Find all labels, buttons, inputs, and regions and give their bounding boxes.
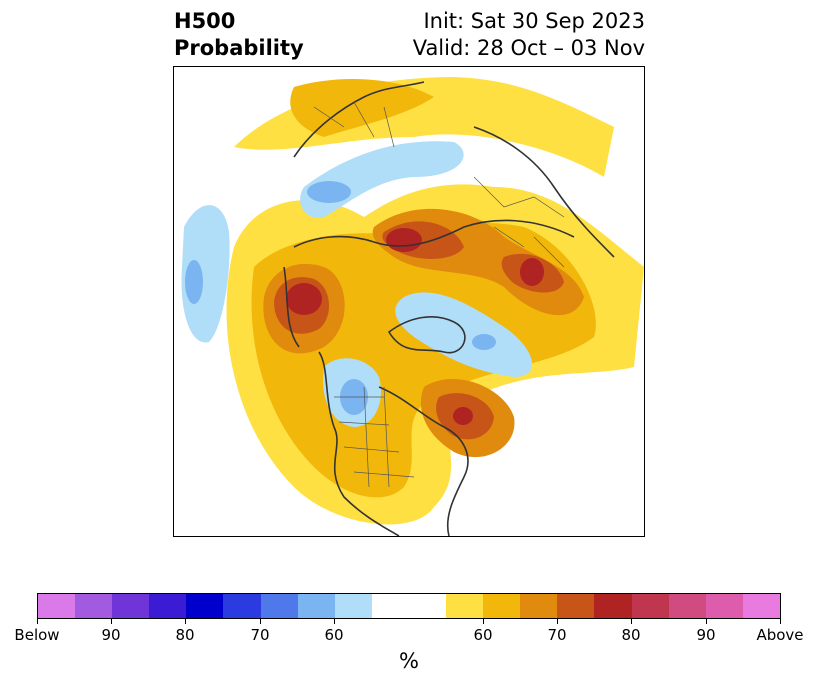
colorbar-swatch (75, 594, 113, 618)
tick-label-60-above: 60 (473, 626, 493, 644)
colorbar-swatch (38, 594, 76, 618)
tick-label-90-above: 90 (696, 626, 716, 644)
tick-mark-60-above (483, 619, 484, 624)
tick-label-70-below: 70 (250, 626, 270, 644)
below-65-region-arctic (472, 334, 496, 350)
colorbar-swatch (631, 594, 669, 618)
colorbar-swatch (557, 594, 595, 618)
colorbar-swatch (742, 594, 780, 618)
above-80-peak-4 (453, 407, 473, 425)
tick-mark-70-below (260, 619, 261, 624)
colorbar-swatch (149, 594, 187, 618)
coastlines (283, 81, 615, 536)
tick-mark-above (780, 619, 781, 624)
tick-label-above: Above (756, 626, 804, 644)
tick-mark-90-below (111, 619, 112, 624)
tick-mark-80-above (631, 619, 632, 624)
colorbar-swatch (483, 594, 521, 618)
tick-label-80-above: 80 (621, 626, 641, 644)
above-80-peak-1 (286, 283, 322, 315)
tick-label-80-below: 80 (175, 626, 195, 644)
probability-map (174, 67, 644, 536)
colorbar-swatch (594, 594, 632, 618)
map-panel (173, 66, 645, 537)
tick-label-90-below: 90 (101, 626, 121, 644)
colorbar-swatch (223, 594, 261, 618)
tick-mark-below (37, 619, 38, 624)
colorbar-swatch (408, 594, 447, 618)
below-60-region-arctic (395, 292, 533, 377)
below-65-region-north (307, 181, 351, 203)
chart-title: H500 Probability (174, 8, 304, 62)
colorbar-swatch (705, 594, 743, 618)
tick-label-below: Below (14, 626, 60, 644)
tick-mark-60-below (334, 619, 335, 624)
valid-range: Valid: 28 Oct – 03 Nov (412, 36, 645, 60)
chart-dates: Init: Sat 30 Sep 2023 Valid: 28 Oct – 03… (413, 8, 645, 62)
title-variable: H500 (174, 9, 236, 33)
below-65-region-west (185, 260, 203, 304)
colorbar-swatch (297, 594, 335, 618)
political-borders (313, 101, 565, 488)
init-date: Init: Sat 30 Sep 2023 (423, 9, 645, 33)
above-80-peak-2 (386, 228, 422, 252)
colorbar-swatch (668, 594, 706, 618)
colorbar-swatch (446, 594, 484, 618)
colorbar-swatch (112, 594, 150, 618)
tick-mark-80-below (185, 619, 186, 624)
tick-mark-90-above (706, 619, 707, 624)
colorbar-swatch (186, 594, 224, 618)
tick-label-70-above: 70 (547, 626, 567, 644)
tick-mark-70-above (557, 619, 558, 624)
colorbar-swatch (371, 594, 409, 618)
above-80-peak-3 (520, 258, 544, 286)
title-metric: Probability (174, 36, 304, 60)
tick-label-60-below: 60 (324, 626, 344, 644)
below-60-region-west (181, 205, 230, 343)
colorbar (37, 593, 781, 619)
colorbar-swatch (334, 594, 372, 618)
colorbar-swatch (260, 594, 298, 618)
colorbar-units: % (399, 649, 419, 673)
colorbar-swatch (520, 594, 558, 618)
